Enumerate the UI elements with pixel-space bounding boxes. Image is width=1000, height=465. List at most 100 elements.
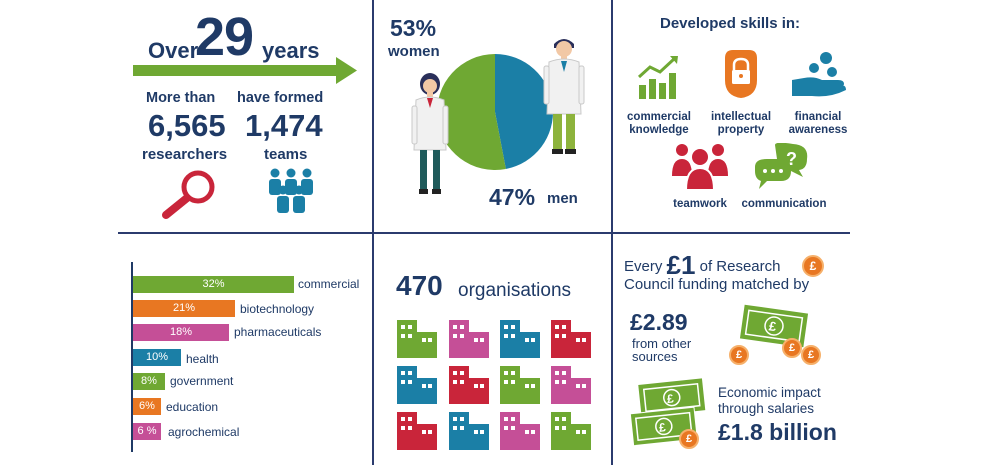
divider-horizontal-right: [612, 232, 850, 234]
sector-bar-health: 10%: [133, 349, 181, 366]
sector-axis: [131, 262, 133, 452]
years-suffix: years: [262, 38, 320, 63]
building-icon: [551, 366, 591, 404]
pound-coin-top: £: [802, 255, 824, 277]
years-prefix: Over: [148, 38, 199, 63]
researchers-number: 6,565: [148, 108, 226, 143]
sector-label-education: education: [166, 400, 219, 414]
building-icon: [397, 412, 437, 450]
skill-label-communication: communication: [736, 198, 832, 211]
match-amount: £2.89: [630, 309, 688, 335]
sector-bar-pct: 18%: [169, 326, 193, 338]
women-percent: 53%: [390, 15, 437, 41]
speech-bubbles-icon: ?: [755, 143, 808, 189]
building-icon: [397, 366, 437, 404]
building-icon: [500, 412, 540, 450]
skill-label-line1: teamwork: [673, 198, 727, 210]
sector-label-agrochemical: agrochemical: [168, 425, 240, 439]
skill-label-line2: knowledge: [629, 124, 689, 136]
organisations-number: 470: [396, 270, 443, 301]
pound-coin: £: [679, 429, 699, 449]
skills-title: Developed skills in:: [660, 15, 801, 32]
match-label-line2: sources: [632, 349, 678, 364]
sector-label-health: health: [186, 352, 219, 366]
divider-horizontal-mid: [373, 232, 611, 234]
sector-bar-agrochemical: 6 %: [133, 423, 161, 440]
match-label-line1: from other: [632, 336, 692, 351]
man-scientist-icon: [543, 39, 585, 154]
pound-coin: £: [729, 345, 749, 365]
pie-slice-women: [437, 54, 506, 170]
skill-label-line2: awareness: [788, 124, 848, 136]
impact-amount: £1.8 billion: [718, 419, 837, 445]
svg-text:?: ?: [786, 149, 797, 169]
divider-horizontal-left: [118, 232, 373, 234]
building-icon: [449, 412, 489, 450]
sector-bar-education: 6%: [133, 398, 161, 415]
sector-bar-pct: 32%: [202, 278, 225, 290]
woman-scientist-icon: [411, 73, 449, 194]
funding-every: Every: [624, 258, 663, 275]
women-label: women: [388, 43, 440, 60]
skill-label-line1: commercial: [627, 111, 691, 123]
building-icon: [449, 320, 489, 358]
skill-label-line1: communication: [741, 198, 827, 210]
padlock-icon: [725, 50, 757, 98]
sector-bar-pct: 8%: [141, 375, 157, 387]
pound-coin: £: [782, 338, 802, 358]
skill-label-commercial: commercial knowledge: [622, 111, 696, 137]
banknote-icon: £: [739, 304, 809, 348]
sector-label-biotechnology: biotechnology: [240, 302, 315, 316]
building-icon: [500, 320, 540, 358]
men-percent: 47%: [489, 184, 536, 210]
pie-slice-men: [495, 54, 554, 169]
impact-line2: through salaries: [718, 401, 815, 416]
organisations-label: organisations: [458, 280, 572, 301]
sector-bar-pct: 6 %: [137, 425, 157, 437]
hand-coins-icon: [792, 52, 846, 97]
sector-label-government: government: [170, 374, 234, 388]
svg-text:£: £: [666, 391, 674, 406]
pound-symbol: £: [685, 433, 693, 445]
sector-bar-pct: 21%: [172, 302, 196, 314]
pound-symbol: £: [807, 349, 815, 361]
skill-label-financial: financial awareness: [782, 111, 854, 137]
years-number: 29: [195, 7, 254, 67]
skill-label-teamwork: teamwork: [660, 198, 740, 211]
team-people-icon: [269, 168, 313, 213]
pound-symbol: £: [788, 342, 796, 354]
sector-bar-pct: 10%: [145, 351, 169, 363]
skill-label-line1: intellectual: [710, 111, 772, 123]
building-icon: [449, 366, 489, 404]
researchers-label: researchers: [142, 146, 228, 163]
sector-bar-biotechnology: 21%: [133, 300, 235, 317]
building-icon: [500, 366, 540, 404]
funding-of-research: of Research: [699, 258, 781, 275]
svg-text:£: £: [768, 318, 778, 334]
pound-symbol: £: [809, 259, 817, 273]
teams-number: 1,474: [245, 108, 323, 143]
sector-label-commercial: commercial: [298, 277, 360, 291]
funding-line2: Council funding matched by: [624, 276, 810, 293]
researchers-lead: More than: [146, 90, 216, 106]
impact-line1: Economic impact: [718, 385, 821, 400]
funding-line1: Every £1 of Research: [624, 250, 780, 281]
bar-chart-icon: [637, 56, 678, 99]
magnifier-icon: [162, 170, 215, 219]
building-icon: [397, 320, 437, 358]
funding-one-pound: £1: [666, 250, 696, 280]
gender-pie-chart: [437, 54, 554, 170]
teams-lead: have formed: [237, 90, 324, 106]
sector-bar-commercial: 32%: [133, 276, 294, 293]
pound-coin: £: [801, 345, 821, 365]
pound-symbol: £: [735, 349, 743, 361]
arrow-icon: [133, 57, 357, 84]
men-label: men: [547, 190, 578, 207]
building-icon: [551, 320, 591, 358]
skill-label-line1: financial: [794, 111, 842, 123]
divider-vertical-right: [611, 0, 613, 465]
sector-bar-pharmaceuticals: 18%: [133, 324, 229, 341]
sector-label-pharmaceuticals: pharmaceuticals: [234, 325, 322, 339]
teams-label: teams: [264, 146, 308, 163]
sector-bar-pct: 6%: [139, 400, 155, 412]
